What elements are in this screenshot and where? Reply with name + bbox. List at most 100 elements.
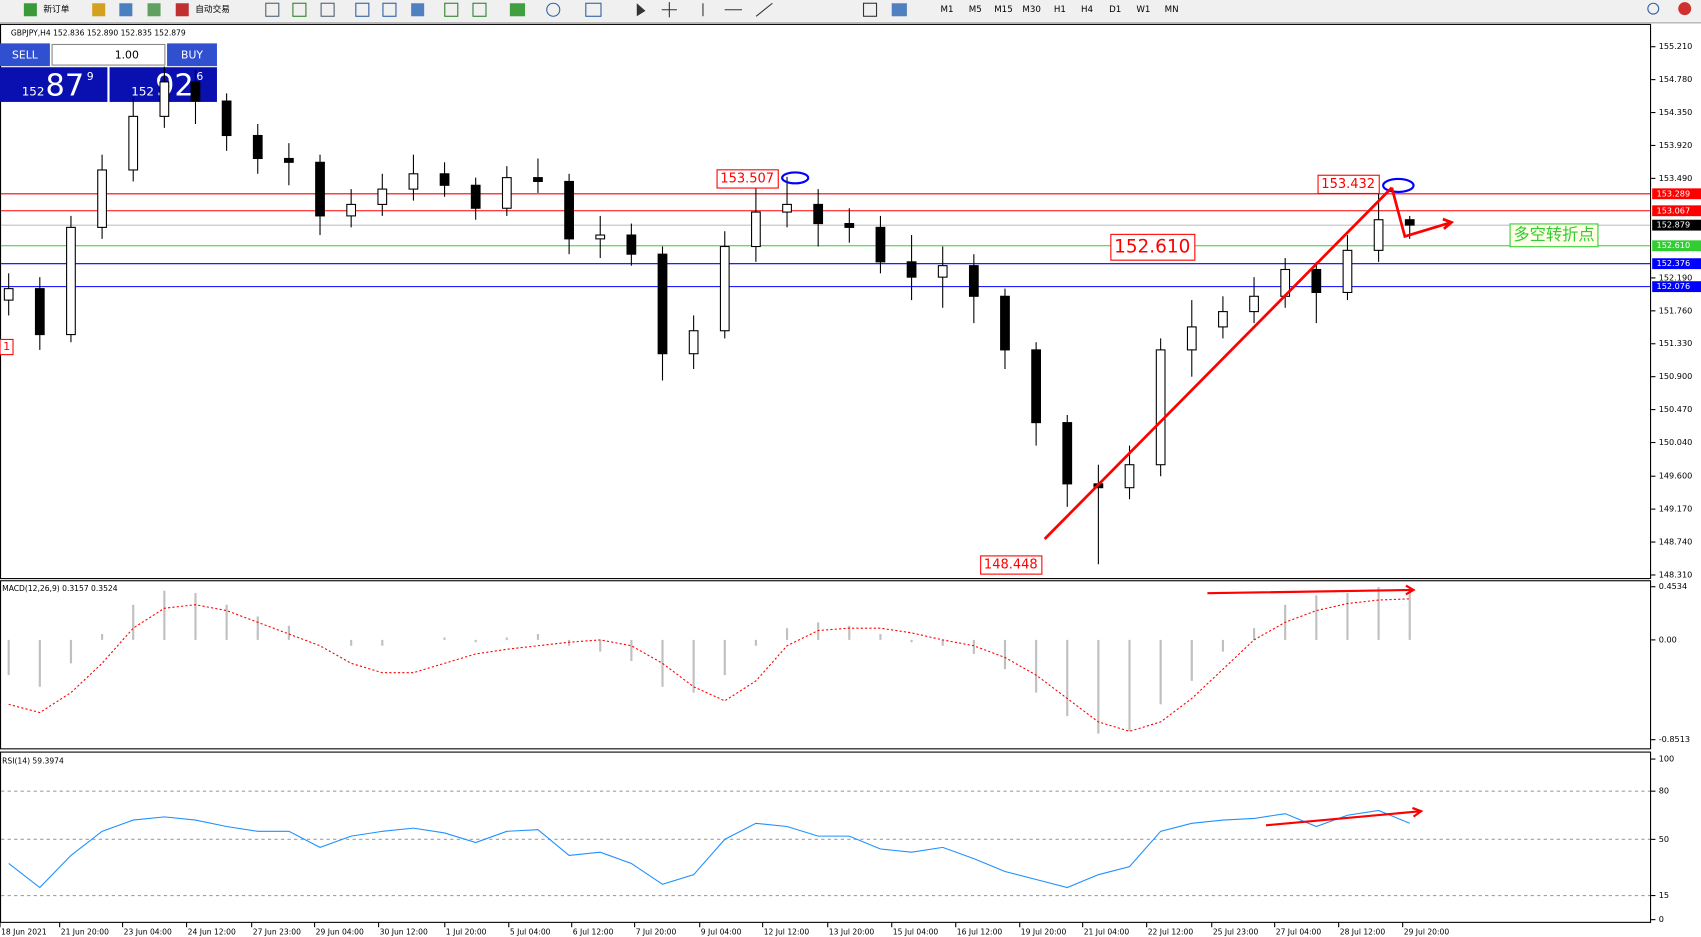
highlight xyxy=(1382,177,1415,194)
candle-body xyxy=(1342,249,1353,294)
timeframe-button[interactable]: M15 xyxy=(994,5,1012,15)
timeframe-button[interactable]: D1 xyxy=(1109,5,1121,15)
candle-body xyxy=(906,261,917,278)
x-tick-label: 6 Jul 12:00 xyxy=(573,928,614,937)
trend-line xyxy=(1043,186,1393,540)
chart-header: GBPJPY,H4 152.836 152.890 152.835 152.87… xyxy=(11,29,186,38)
x-tick-label: 16 Jul 12:00 xyxy=(957,928,1003,937)
annotation-box xyxy=(980,555,1043,575)
candle-body xyxy=(1124,464,1135,489)
icon[interactable] xyxy=(509,3,526,17)
icon[interactable] xyxy=(320,2,335,17)
annotation: 多空转折点 xyxy=(1513,225,1594,244)
icon[interactable] xyxy=(92,3,106,17)
level-label: 152.879 xyxy=(1657,220,1691,230)
icon[interactable] xyxy=(382,2,397,17)
timeframe-button[interactable]: H1 xyxy=(1054,5,1066,15)
icon[interactable] xyxy=(862,2,878,17)
y-tick-label: 0 xyxy=(1659,914,1664,924)
icon[interactable] xyxy=(175,3,189,17)
candle-body xyxy=(533,177,543,182)
cursor-icon[interactable] xyxy=(636,3,646,17)
auto-trading[interactable]: 自动交易 xyxy=(195,3,230,15)
icon[interactable] xyxy=(411,3,425,17)
timeframe-button[interactable]: H4 xyxy=(1081,5,1094,15)
icon[interactable] xyxy=(472,2,487,17)
notification-icon[interactable] xyxy=(1678,2,1692,16)
candle-body xyxy=(813,203,824,225)
timeframe-button[interactable]: M1 xyxy=(941,5,954,15)
icon[interactable] xyxy=(119,3,133,17)
y-tick-label: 153.490 xyxy=(1659,173,1693,183)
candle-body xyxy=(315,161,325,217)
price-point: 6 xyxy=(196,70,203,83)
candle-body xyxy=(34,288,45,336)
icon[interactable] xyxy=(265,2,280,17)
icon[interactable] xyxy=(147,3,161,17)
candle-body xyxy=(1062,422,1073,485)
price-big: 152 xyxy=(131,85,154,99)
timeframe-button[interactable]: W1 xyxy=(1136,5,1150,15)
candle-body xyxy=(1155,349,1166,466)
rsi-frame xyxy=(0,751,1652,923)
rsi-title: RSI(14) 59.3974 xyxy=(2,756,64,765)
x-tick-label: 13 Jul 20:00 xyxy=(829,928,875,937)
y-tick-label: 154.350 xyxy=(1659,107,1693,117)
buy-button[interactable] xyxy=(167,43,217,67)
icon[interactable] xyxy=(23,3,37,17)
crosshair-icon[interactable] xyxy=(661,2,677,18)
icon[interactable] xyxy=(292,2,307,17)
y-tick-label: 148.740 xyxy=(1659,537,1693,547)
candle-body xyxy=(97,169,107,228)
lot-input[interactable] xyxy=(51,43,166,66)
annotation-box xyxy=(1317,174,1380,195)
icon[interactable] xyxy=(444,2,459,17)
y-tick-label: 148.310 xyxy=(1659,569,1693,579)
candle-body xyxy=(470,184,481,209)
x-tick-label: 23 Jun 04:00 xyxy=(124,928,172,937)
candle-body xyxy=(1218,311,1228,328)
icon[interactable] xyxy=(546,2,561,17)
x-tick-label: 27 Jul 04:00 xyxy=(1276,928,1322,937)
search-icon[interactable] xyxy=(1647,2,1660,15)
y-tick-label: 15 xyxy=(1659,890,1669,900)
price-big: 152 xyxy=(22,85,45,99)
annotation-box xyxy=(1509,223,1599,248)
y-tick-label: -0.8513 xyxy=(1659,734,1690,744)
buy-label[interactable]: BUY xyxy=(181,48,203,61)
lot-value[interactable]: 1.00 xyxy=(115,48,139,61)
y-tick-label: 153.920 xyxy=(1659,140,1693,150)
x-tick-label: 29 Jul 20:00 xyxy=(1404,928,1450,937)
level-tag xyxy=(1652,219,1701,231)
price-point: 9 xyxy=(87,70,94,83)
y-tick-label: 149.600 xyxy=(1659,471,1693,481)
annotation: 152.610 xyxy=(1114,236,1190,257)
icon[interactable] xyxy=(585,2,602,17)
candle-body xyxy=(688,330,699,355)
timeframe-button[interactable]: M30 xyxy=(1022,5,1040,15)
x-tick-label: 5 Jul 04:00 xyxy=(510,928,551,937)
new-order[interactable]: 新订单 xyxy=(43,3,69,15)
sell-label[interactable]: SELL xyxy=(12,48,38,61)
line-icons[interactable] xyxy=(702,2,773,17)
candle-body xyxy=(408,173,419,190)
candle-body xyxy=(626,234,637,255)
candle-body xyxy=(875,226,886,263)
arrow xyxy=(1207,584,1416,596)
icon[interactable] xyxy=(891,3,907,17)
x-tick-label: 7 Jul 20:00 xyxy=(636,928,677,937)
timeframe-button[interactable]: MN xyxy=(1165,5,1179,15)
timeframe-button[interactable]: M5 xyxy=(969,5,982,15)
candle-body xyxy=(346,203,357,217)
sell-price-box[interactable] xyxy=(0,67,108,102)
annotation: 148.448 xyxy=(984,558,1038,573)
x-tick-label: 21 Jul 04:00 xyxy=(1084,928,1130,937)
x-tick-label: 1 Jul 20:00 xyxy=(446,928,487,937)
sell-button[interactable] xyxy=(0,43,50,67)
arrow xyxy=(1390,187,1455,239)
icon[interactable] xyxy=(355,2,370,17)
y-tick-label: 152.190 xyxy=(1659,272,1693,282)
candle-body xyxy=(221,100,232,137)
y-tick-label: 0.00 xyxy=(1659,634,1677,644)
